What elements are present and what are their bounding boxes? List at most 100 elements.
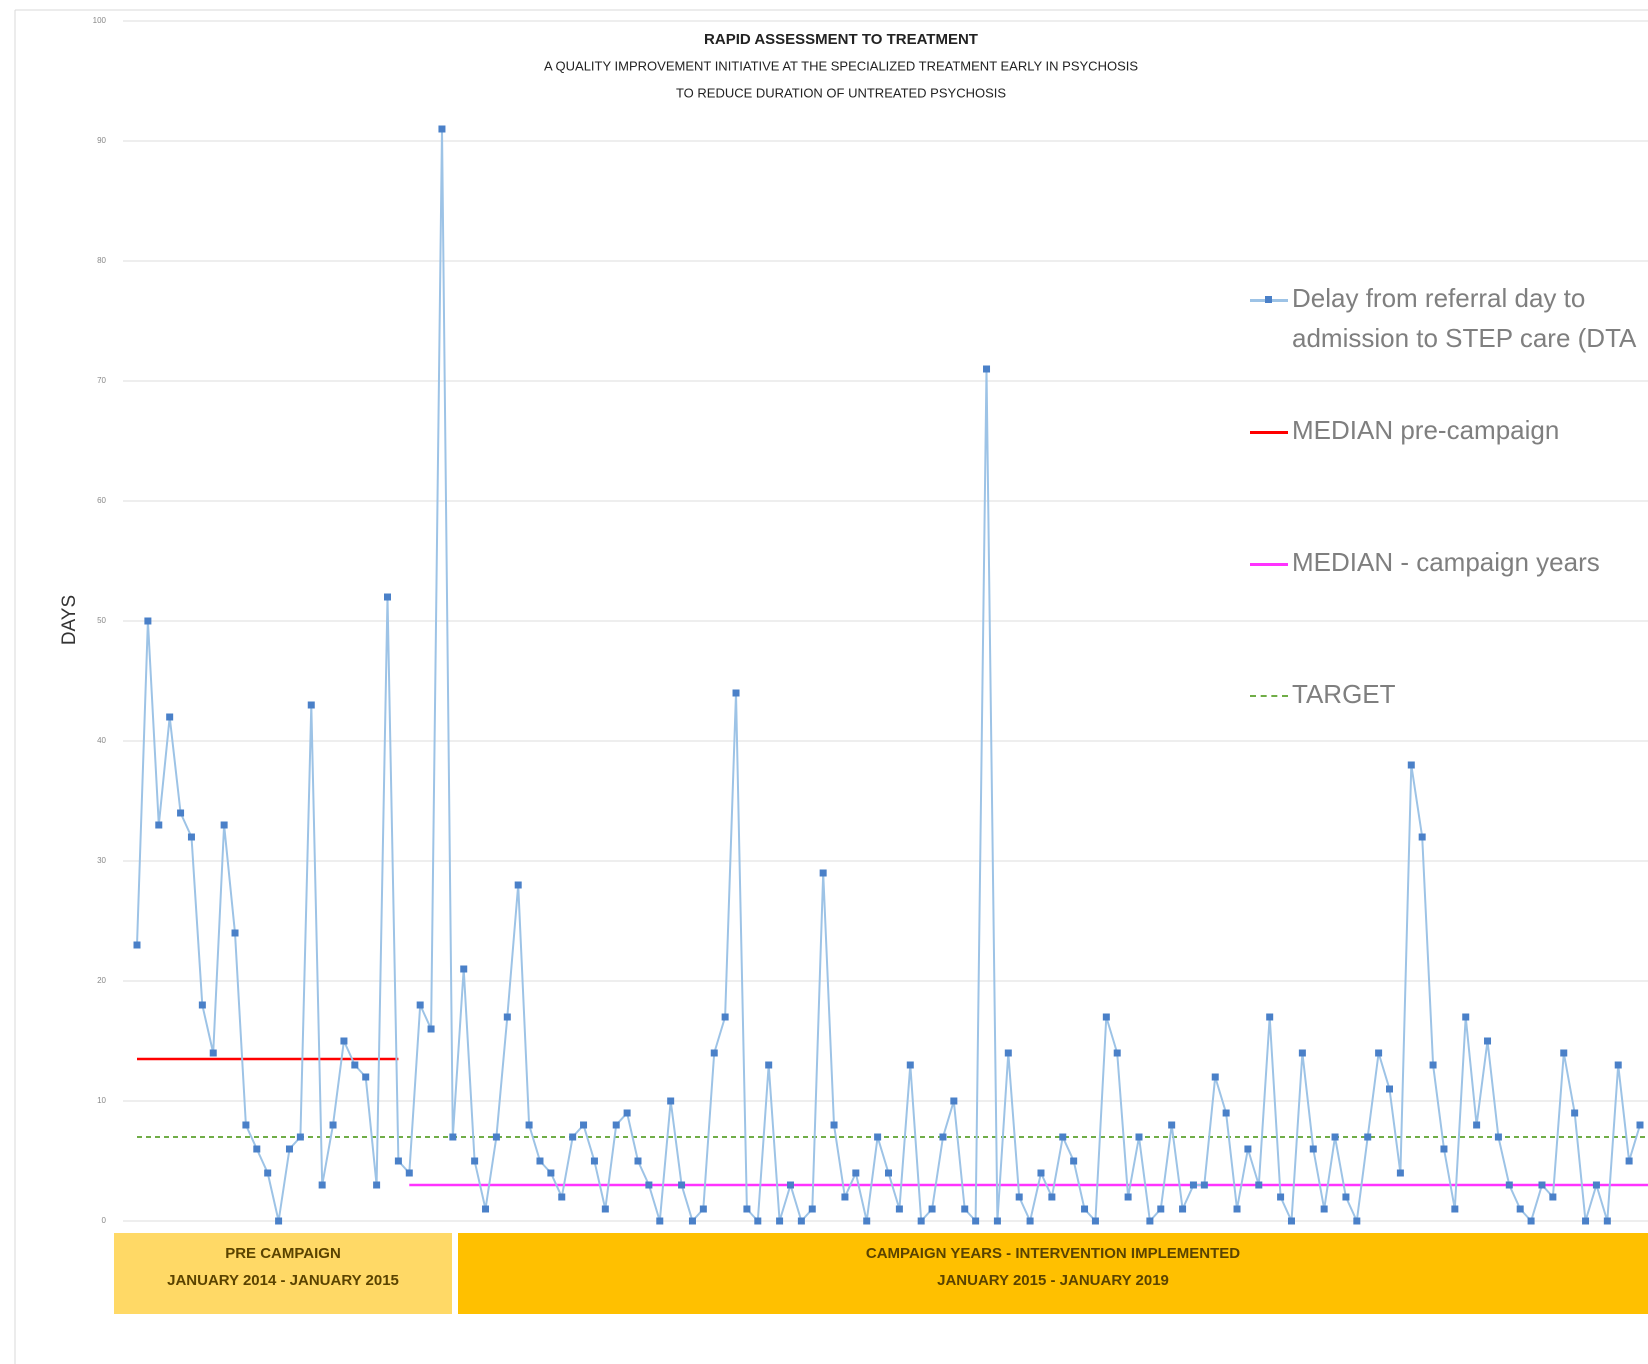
data-point xyxy=(1451,1205,1459,1213)
data-point xyxy=(601,1205,609,1213)
data-point xyxy=(830,1121,838,1129)
data-point xyxy=(384,593,391,601)
data-point xyxy=(187,833,195,841)
data-point xyxy=(438,125,446,133)
data-point xyxy=(1298,1049,1306,1057)
data-point xyxy=(808,1205,816,1213)
data-point xyxy=(177,809,185,817)
data-point xyxy=(1026,1217,1034,1225)
data-point xyxy=(1494,1133,1502,1141)
data-point xyxy=(939,1133,947,1141)
period-label: JANUARY 2014 - JANUARY 2015 xyxy=(167,1272,399,1289)
data-point xyxy=(569,1133,577,1141)
data-point xyxy=(416,1001,424,1009)
data-point xyxy=(231,929,239,937)
data-point xyxy=(329,1121,337,1129)
y-tick-label: 10 xyxy=(97,1096,106,1105)
data-point xyxy=(1418,833,1426,841)
data-point xyxy=(1527,1217,1535,1225)
data-point xyxy=(318,1181,326,1189)
data-point xyxy=(732,689,740,697)
data-point xyxy=(155,821,163,829)
data-point xyxy=(623,1109,631,1117)
data-point xyxy=(1331,1133,1339,1141)
data-point xyxy=(1189,1181,1197,1189)
data-point xyxy=(1037,1169,1045,1177)
data-point xyxy=(1614,1061,1622,1069)
data-point xyxy=(765,1061,773,1069)
y-tick-label: 70 xyxy=(97,376,106,385)
y-axis-label: DAYS xyxy=(59,595,80,645)
data-point xyxy=(264,1169,272,1177)
data-point xyxy=(1560,1049,1568,1057)
y-tick-label: 50 xyxy=(97,616,106,625)
data-point xyxy=(863,1217,871,1225)
data-point xyxy=(492,1133,500,1141)
data-point xyxy=(721,1013,729,1021)
data-point xyxy=(1059,1133,1067,1141)
data-point xyxy=(1592,1181,1600,1189)
data-point xyxy=(1538,1181,1546,1189)
data-point xyxy=(612,1121,620,1129)
legend-entry: MEDIAN pre-campaign xyxy=(1250,410,1648,542)
data-point xyxy=(525,1121,533,1129)
data-point xyxy=(634,1157,642,1165)
data-point xyxy=(917,1217,925,1225)
data-point xyxy=(536,1157,544,1165)
data-point xyxy=(590,1157,598,1165)
data-point xyxy=(1375,1049,1383,1057)
data-point xyxy=(710,1049,718,1057)
data-point xyxy=(482,1205,490,1213)
data-point xyxy=(1516,1205,1524,1213)
data-point xyxy=(449,1133,457,1141)
legend-label: TARGET xyxy=(1292,679,1396,709)
data-point xyxy=(754,1217,762,1225)
y-tick-label: 90 xyxy=(97,136,106,145)
data-point xyxy=(558,1193,566,1201)
data-point xyxy=(1429,1061,1437,1069)
data-point xyxy=(1157,1205,1165,1213)
data-point xyxy=(1091,1217,1099,1225)
data-point xyxy=(307,701,315,709)
data-point xyxy=(285,1145,293,1153)
legend-swatch xyxy=(1250,563,1288,566)
data-point xyxy=(580,1121,588,1129)
y-tick-label: 60 xyxy=(97,496,106,505)
data-point xyxy=(1211,1073,1219,1081)
data-point xyxy=(253,1145,261,1153)
data-point xyxy=(852,1169,860,1177)
data-point xyxy=(362,1073,370,1081)
data-point xyxy=(503,1013,511,1021)
data-point xyxy=(1081,1205,1089,1213)
data-point xyxy=(1484,1037,1492,1045)
data-point xyxy=(460,965,468,973)
data-point xyxy=(1200,1181,1208,1189)
data-point xyxy=(1233,1205,1241,1213)
data-point xyxy=(351,1061,359,1069)
data-point xyxy=(699,1205,707,1213)
legend-entry: MEDIAN - campaign years xyxy=(1250,542,1648,674)
legend-label: MEDIAN pre-campaign xyxy=(1292,415,1560,445)
data-point xyxy=(340,1037,348,1045)
data-point xyxy=(1266,1013,1274,1021)
data-point xyxy=(1222,1109,1230,1117)
legend-swatch xyxy=(1250,695,1288,697)
data-point xyxy=(166,713,174,721)
data-point xyxy=(1287,1217,1295,1225)
data-point xyxy=(1320,1205,1328,1213)
y-tick-label: 20 xyxy=(97,976,106,985)
data-point xyxy=(1048,1193,1056,1201)
data-point xyxy=(133,941,141,949)
data-point xyxy=(220,821,228,829)
data-point xyxy=(1571,1109,1579,1117)
period-band xyxy=(114,1233,452,1314)
data-point xyxy=(1636,1121,1644,1129)
data-point xyxy=(688,1217,696,1225)
data-point xyxy=(514,881,522,889)
legend-label: MEDIAN - campaign years xyxy=(1292,547,1600,577)
y-tick-label: 40 xyxy=(97,736,106,745)
data-point xyxy=(1015,1193,1023,1201)
data-point xyxy=(1440,1145,1448,1153)
data-point xyxy=(1582,1217,1590,1225)
